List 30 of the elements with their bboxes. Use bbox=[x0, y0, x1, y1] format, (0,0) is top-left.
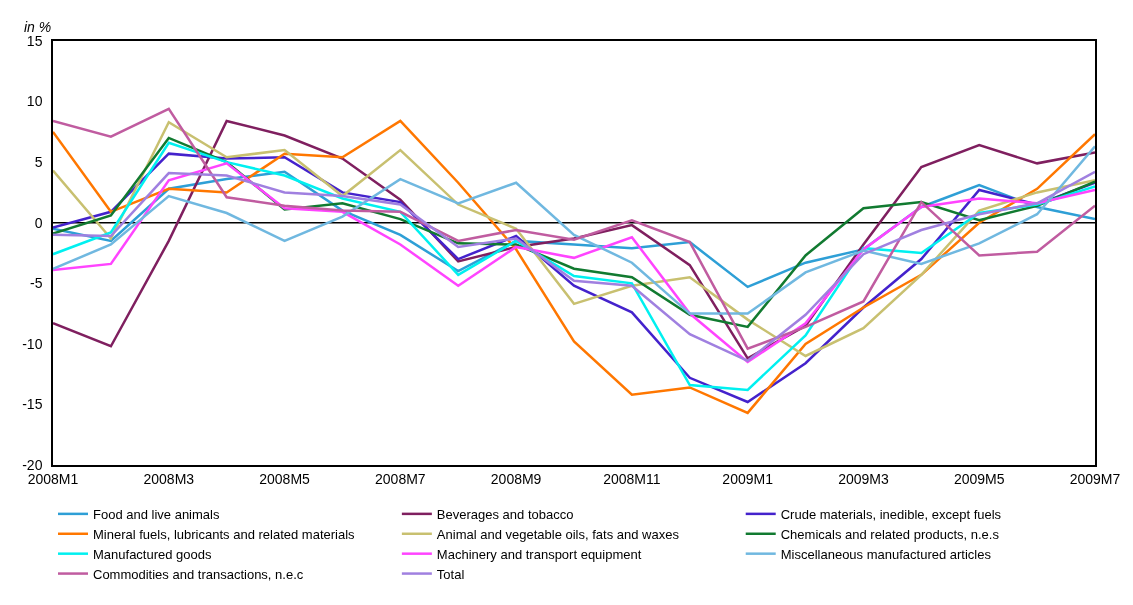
y-tick-label: 10 bbox=[26, 93, 43, 110]
legend-label: Commodities and transactions, n.e.c bbox=[93, 566, 304, 582]
y-tick-label: 0 bbox=[34, 214, 43, 231]
legend-label: Animal and vegetable oils, fats and waxes bbox=[436, 526, 680, 542]
x-tick-label: 2009M7 bbox=[1069, 470, 1121, 487]
legend-label: Machinery and transport equipment bbox=[436, 546, 642, 562]
y-tick-label: -20 bbox=[22, 456, 43, 473]
legend-label: Chemicals and related products, n.e.s bbox=[780, 526, 1000, 542]
y-tick-label: -5 bbox=[30, 275, 43, 292]
legend-label: Manufactured goods bbox=[93, 546, 213, 562]
y-tick-label: -10 bbox=[22, 335, 43, 352]
legend-label: Mineral fuels, lubricants and related materials bbox=[93, 526, 356, 542]
x-tick-label: 2009M1 bbox=[722, 470, 774, 487]
x-tick-label: 2008M5 bbox=[259, 470, 311, 487]
x-tick-label: 2008M11 bbox=[603, 470, 661, 487]
y-tick-label: -15 bbox=[22, 396, 43, 413]
legend-label: Beverages and tobacco bbox=[436, 506, 574, 522]
x-tick-label: 2008M3 bbox=[143, 470, 195, 487]
y-axis-title: in % bbox=[24, 19, 52, 35]
x-tick-label: 2008M1 bbox=[27, 470, 79, 487]
legend-label: Total bbox=[436, 566, 465, 582]
legend-label: Food and live animals bbox=[93, 506, 220, 522]
legend-label: Miscellaneous manufactured articles bbox=[780, 546, 992, 562]
y-tick-label: 15 bbox=[26, 32, 43, 49]
legend-label: Crude materials, inedible, except fuels bbox=[780, 506, 1002, 522]
x-tick-label: 2008M9 bbox=[490, 470, 542, 487]
x-tick-label: 2009M3 bbox=[838, 470, 889, 487]
x-tick-label: 2009M5 bbox=[953, 470, 1005, 487]
x-tick-label: 2008M7 bbox=[375, 470, 426, 487]
y-tick-label: 5 bbox=[34, 154, 43, 171]
